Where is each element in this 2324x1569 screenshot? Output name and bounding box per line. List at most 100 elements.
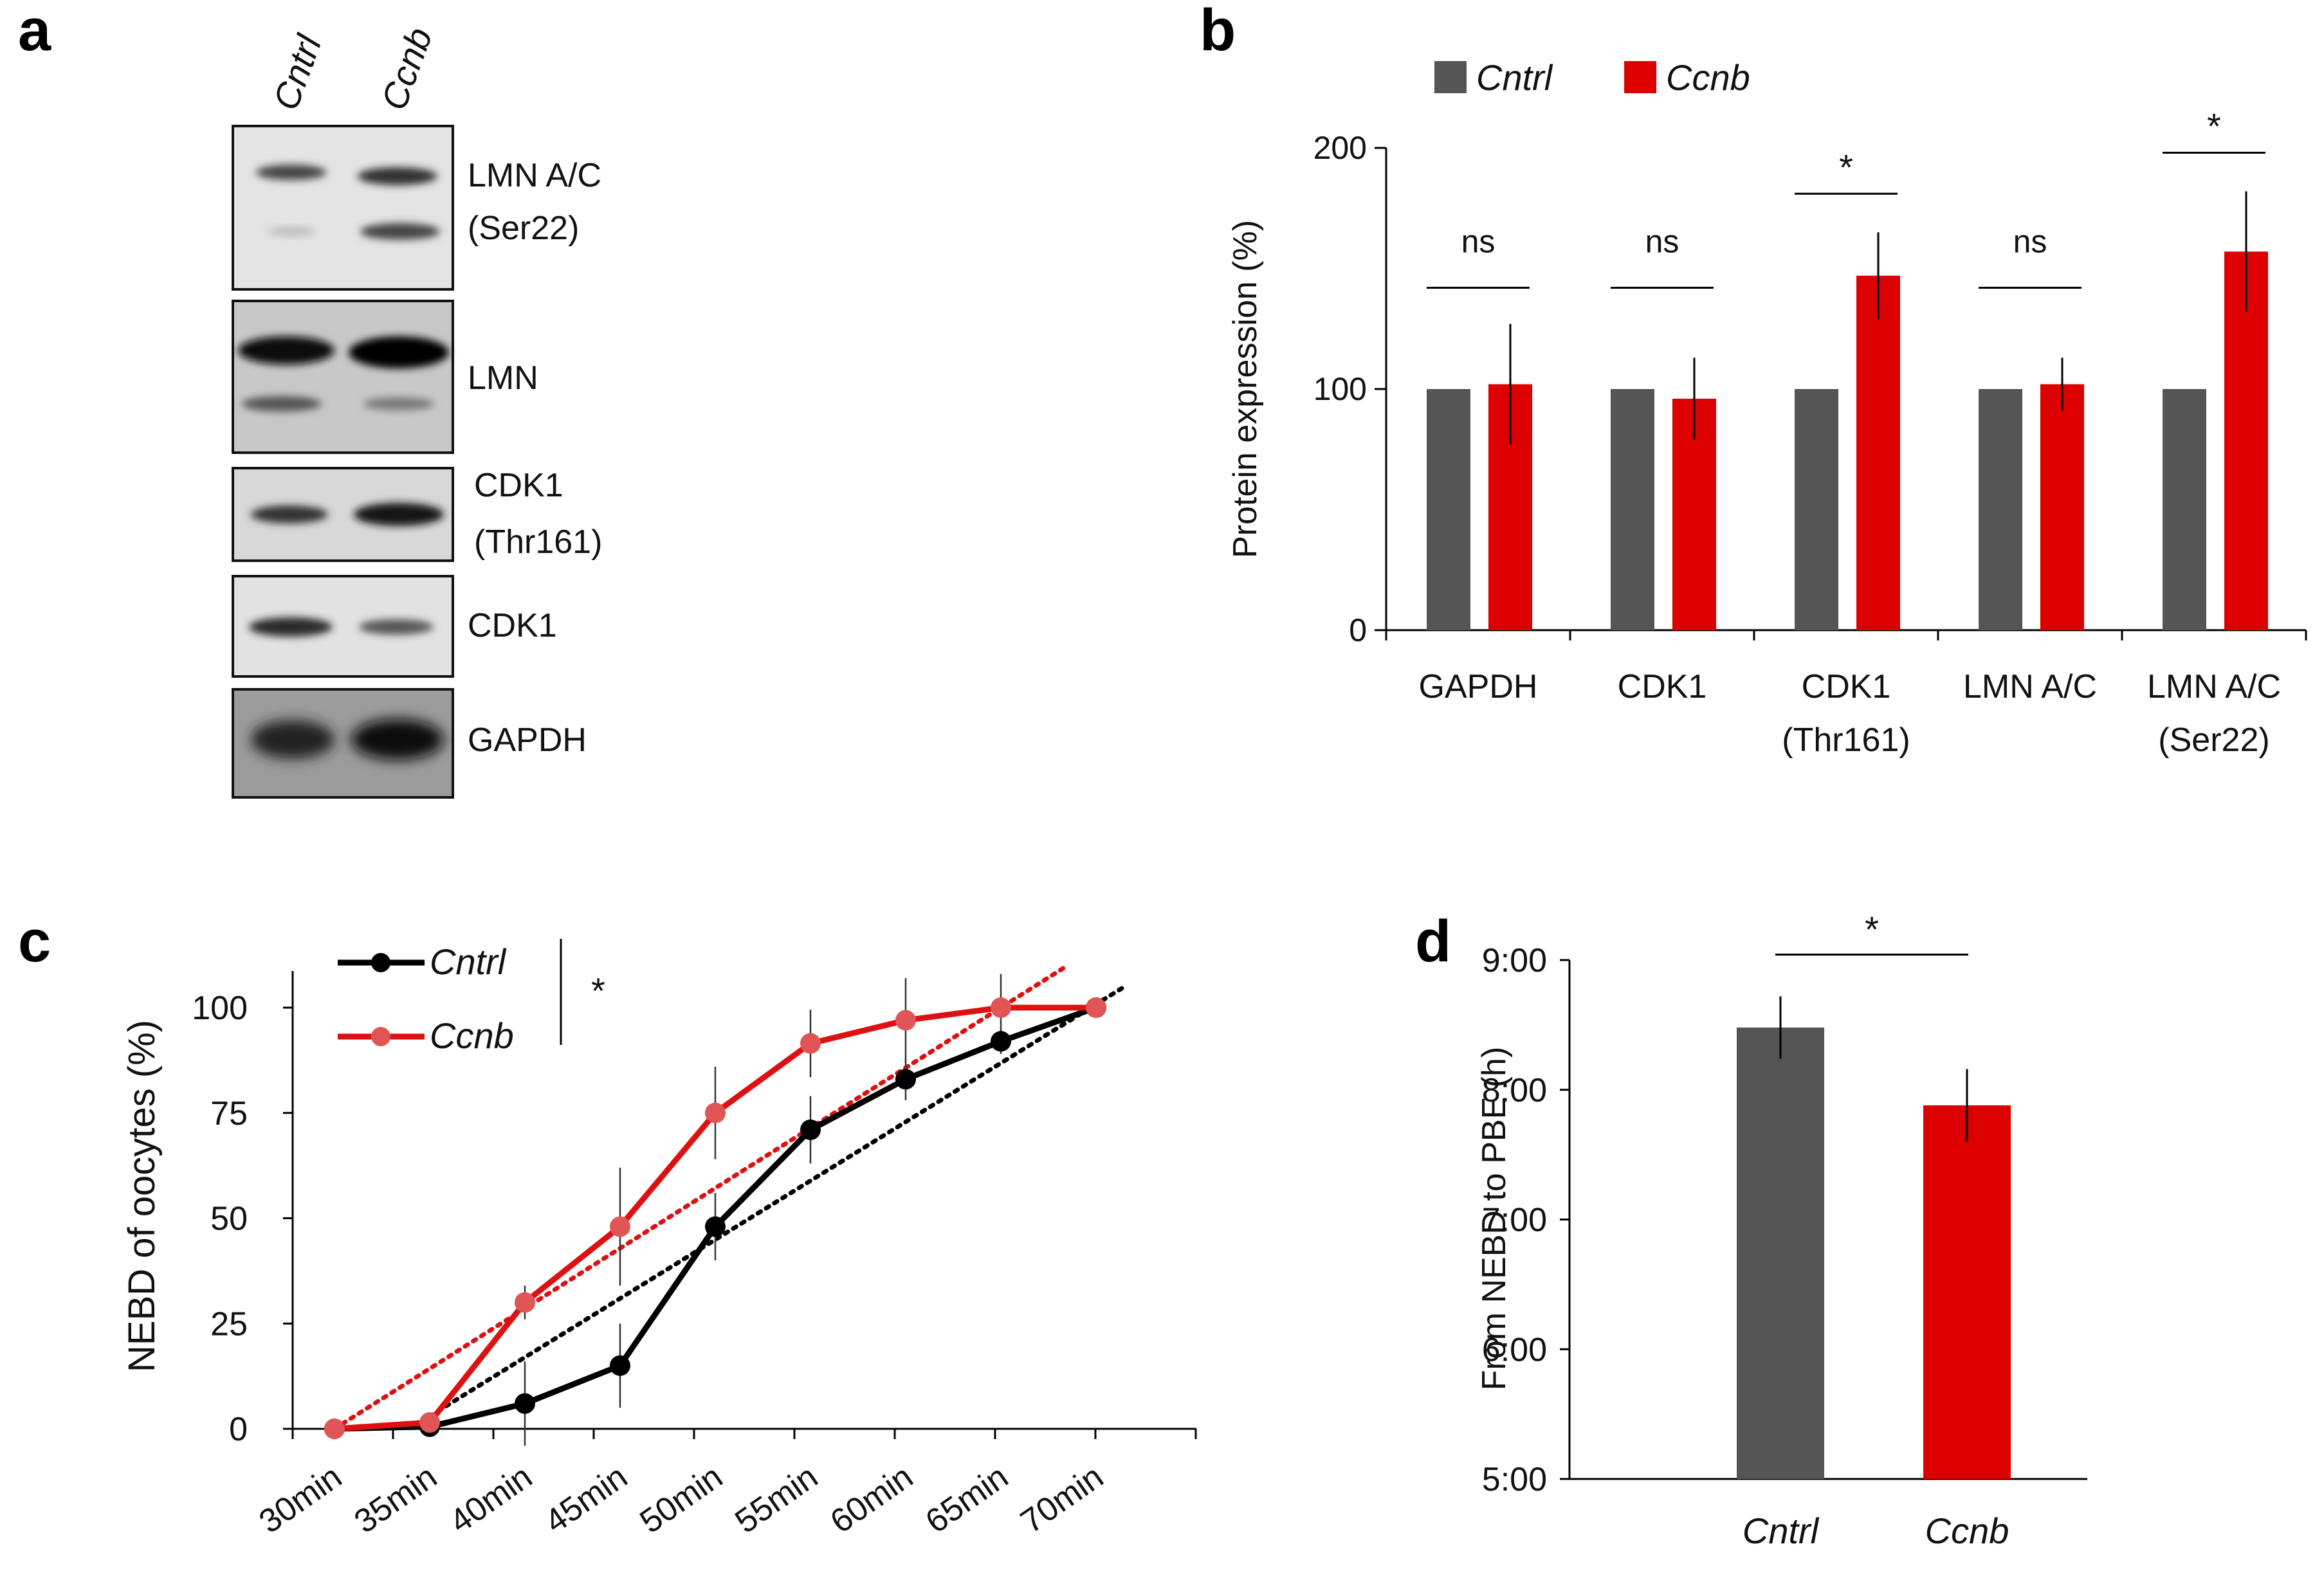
- blot-label-2-line1: LMN: [468, 359, 538, 397]
- panel-b-legend: Cntrl Ccnb: [1434, 57, 1750, 98]
- d-y-axis-title: From NEBD to PBE (h): [1476, 1047, 1513, 1391]
- c-ytick-label-2: 50: [210, 1201, 248, 1238]
- panel-b-letter: b: [1200, 0, 1236, 63]
- c-xtick-label-0: 30min: [253, 1458, 349, 1541]
- c-point-cntrl-2: [515, 1393, 535, 1414]
- c-point-ccnb-1: [419, 1412, 440, 1433]
- d-significance-label: *: [1865, 909, 1879, 949]
- lane-label-cntrl: Cntrl: [265, 29, 329, 115]
- d-plot-area: 5:00 6:00 7:00 8:00 9:00 Cntrl Ccnb *: [1482, 909, 2011, 1551]
- blot-label-5-line1: GAPDH: [468, 721, 587, 759]
- b-category-label-1-0: CDK1: [1618, 668, 1707, 705]
- b-ytick-label-1: 100: [1313, 371, 1367, 407]
- panel-a: a Cntrl Ccnb LMN A/C (Ser22) LMN CDK1: [18, 0, 602, 799]
- legend-c-label-cntrl: Cntrl: [430, 941, 507, 982]
- d-category-label-cntrl: Cntrl: [1743, 1510, 1820, 1551]
- b-category-label-0-0: GAPDH: [1419, 668, 1538, 705]
- b-category-label-2-1: (Thr161): [1782, 721, 1910, 759]
- d-bar-cntrl: [1737, 1027, 1824, 1479]
- c-point-ccnb-0: [324, 1419, 345, 1439]
- blot-gapdh: [232, 688, 454, 799]
- c-point-cntrl-4: [705, 1216, 726, 1237]
- b-category-label-4-1: (Ser22): [2158, 721, 2269, 759]
- panel-c: c Cntrl Ccnb * 0 25 50 75 100 30min35min40min…: [18, 909, 1197, 1541]
- c-xtick-label-1: 35min: [348, 1458, 444, 1541]
- d-ytick-label-4: 9:00: [1482, 942, 1547, 979]
- c-y-axis-title: NEBD of oocytes (%): [121, 1020, 163, 1372]
- b-category-label-3-0: LMN A/C: [1963, 668, 2097, 705]
- blot-label-3-line2: (Thr161): [474, 523, 602, 561]
- c-point-ccnb-6: [895, 1010, 916, 1031]
- c-xtick-label-2: 40min: [443, 1458, 539, 1541]
- blot-cdk1: [232, 575, 454, 678]
- legend-label-cntrl: Cntrl: [1476, 57, 1553, 98]
- b-ytick-label-0: 0: [1349, 612, 1367, 648]
- b-bar-cntrl-2: [1795, 389, 1838, 630]
- legend-swatch-ccnb: [1624, 61, 1656, 93]
- d-ytick-label-3: 8:00: [1482, 1072, 1547, 1109]
- d-ytick-label-0: 5:00: [1482, 1461, 1547, 1498]
- c-plot-area: 0 25 50 75 100 30min35min40min45min50min55min…: [192, 963, 1197, 1541]
- lane-label-ccnb: Ccnb: [373, 23, 440, 115]
- b-bar-cntrl-0: [1427, 389, 1470, 630]
- c-significance-label: *: [591, 970, 605, 1011]
- c-point-ccnb-3: [610, 1216, 630, 1237]
- legend-c-label-ccnb: Ccnb: [430, 1015, 514, 1056]
- c-point-ccnb-4: [705, 1102, 726, 1123]
- c-trendline-ccnb: [332, 963, 1070, 1431]
- blot-label-1-line2: (Ser22): [468, 210, 579, 247]
- c-point-ccnb-8: [1086, 997, 1106, 1018]
- b-bar-ccnb-2: [1856, 275, 1900, 630]
- b-y-axis-title: Protein expression (%): [1227, 220, 1264, 558]
- b-significance-label-3: ns: [2013, 224, 2047, 260]
- d-ytick-label-1: 6:00: [1482, 1331, 1547, 1368]
- blot-lmn-ac-ser22: [232, 125, 454, 291]
- c-point-cntrl-5: [800, 1119, 821, 1140]
- d-bar-ccnb: [1923, 1105, 2011, 1479]
- c-point-ccnb-7: [991, 997, 1011, 1018]
- blot-label-1-line1: LMN A/C: [468, 157, 601, 194]
- c-xtick-label-3: 45min: [538, 1458, 634, 1541]
- d-ytick-label-2: 7:00: [1482, 1202, 1547, 1239]
- c-point-ccnb-2: [515, 1292, 535, 1313]
- c-xtick-label-7: 65min: [919, 1458, 1015, 1541]
- panel-b: b Cntrl Ccnb 0 100 200 GAPDH ns CDK1 ns CDK1 (Th…: [1200, 0, 2307, 759]
- blot-label-3-line1: CDK1: [474, 467, 563, 504]
- b-bar-cntrl-3: [1979, 389, 2022, 630]
- c-xtick-label-4: 50min: [634, 1458, 729, 1541]
- c-point-cntrl-7: [991, 1031, 1011, 1052]
- d-category-label-ccnb: Ccnb: [1925, 1510, 2009, 1551]
- c-xtick-label-8: 70min: [1014, 1458, 1110, 1541]
- c-ytick-label-4: 100: [192, 990, 248, 1027]
- b-significance-label-0: ns: [1461, 224, 1496, 260]
- legend-marker-cntrl: [371, 953, 390, 972]
- legend-label-ccnb: Ccnb: [1666, 57, 1750, 98]
- b-category-label-2-0: CDK1: [1802, 668, 1891, 705]
- b-category-label-4-0: LMN A/C: [2147, 668, 2281, 705]
- b-significance-label-1: ns: [1645, 224, 1679, 260]
- panel-a-letter: a: [18, 0, 51, 63]
- b-plot-area: 0 100 200 GAPDH ns CDK1 ns CDK1 (Thr161) * LMN A/C…: [1313, 106, 2307, 759]
- c-point-ccnb-5: [800, 1033, 821, 1054]
- c-trendline-cntrl: [427, 984, 1127, 1419]
- blot-label-4-line1: CDK1: [468, 607, 557, 644]
- b-ytick-label-2: 200: [1313, 130, 1367, 166]
- c-xtick-label-5: 55min: [729, 1458, 825, 1541]
- b-significance-label-2: *: [1839, 147, 1853, 187]
- c-xtick-label-6: 60min: [824, 1458, 920, 1541]
- c-ytick-label-1: 25: [210, 1305, 248, 1343]
- panel-d: d 5:00 6:00 7:00 8:00 9:00 Cntrl Ccnb * From NE…: [1415, 909, 2087, 1551]
- legend-marker-ccnb: [371, 1027, 390, 1046]
- b-significance-label-4: *: [2207, 106, 2221, 147]
- b-bar-cntrl-1: [1611, 389, 1654, 630]
- panel-c-letter: c: [18, 909, 51, 974]
- c-ytick-label-3: 75: [210, 1095, 248, 1132]
- b-bar-cntrl-4: [2163, 389, 2206, 630]
- legend-swatch-cntrl: [1434, 61, 1467, 93]
- blot-lmn: [232, 300, 454, 454]
- c-ytick-label-0: 0: [229, 1411, 248, 1448]
- c-point-cntrl-3: [610, 1355, 630, 1376]
- blot-cdk1-thr161: [232, 467, 454, 562]
- panel-c-legend: Cntrl Ccnb *: [338, 939, 605, 1056]
